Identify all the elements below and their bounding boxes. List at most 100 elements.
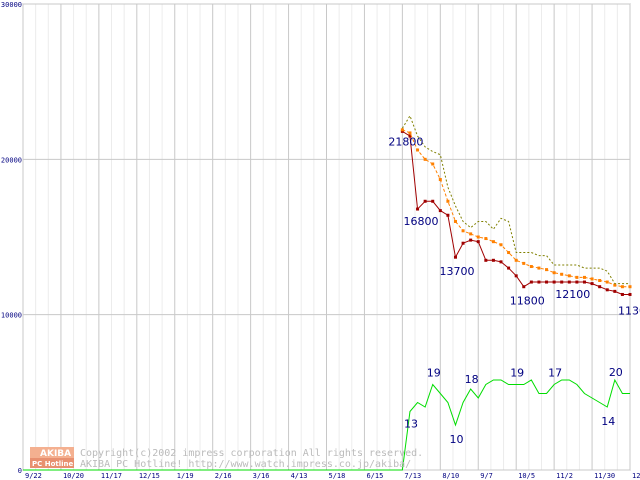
x-tick-label: 12/7 [632,472,640,480]
series-point-1 [514,258,518,262]
series-point-1 [491,240,495,244]
copyright-watermark: AKIBA PC Hotline! Copyright(c)2002 impre… [30,447,423,470]
data-label: 17 [548,367,562,380]
x-tick-label: 4/13 [291,472,308,480]
series-point-0 [537,280,541,284]
site-url-line: AKIBA PC Hotline! http://www.watch.impre… [80,459,411,470]
series-point-0 [431,199,435,203]
data-label: 14 [601,415,615,428]
data-label: 21800 [388,135,423,148]
akiba-logo-subtext: PC Hotline! [32,460,76,468]
series-point-1 [484,237,488,241]
series-point-0 [598,285,602,289]
series-point-0 [469,238,473,242]
series-point-0 [453,255,457,259]
series-point-0 [416,207,420,211]
y-tick-label: 10000 [1,312,22,320]
series-point-1 [605,280,609,284]
series-point-0 [484,258,488,262]
series-point-1 [400,128,404,132]
x-tick-label: 9/22 [25,472,42,480]
data-label: 13 [404,418,418,431]
series-line-2 [401,114,630,285]
x-tick-label: 2/16 [215,472,232,480]
data-label: 13700 [439,265,474,278]
akiba-logo-bottom [30,458,74,468]
series-point-0 [605,288,609,292]
chart-data-labels: 21800 16800 13700 11800 12100 11300 13 19 10 18 19… [388,135,640,446]
x-tick-label: 6/15 [366,472,383,480]
x-tick-label: 10/5 [518,472,535,480]
series-point-0 [514,274,518,278]
series-point-1 [613,283,617,287]
series-point-1 [545,268,549,272]
series-point-1 [590,277,594,281]
series-point-1 [560,272,564,276]
series-point-1 [522,261,526,265]
x-tick-label: 8/10 [442,472,459,480]
series-point-1 [453,219,457,223]
chart-series [23,114,632,471]
data-label: 12100 [555,288,590,301]
data-label: 19 [510,367,524,380]
series-point-1 [408,131,412,135]
series-point-0 [446,213,450,217]
data-label: 19 [427,367,441,380]
series-point-1 [620,285,624,289]
x-tick-label: 11/30 [594,472,615,480]
y-tick-label: 30000 [1,1,22,9]
series-point-0 [423,199,427,203]
x-tick-label: 11/17 [101,472,122,480]
series-point-0 [461,241,465,245]
y-tick-label: 20000 [1,156,22,164]
series-point-1 [446,199,450,203]
series-point-1 [628,285,632,289]
series-point-1 [423,157,427,161]
series-point-1 [438,178,442,182]
copyright-line: Copyright(c)2002 impress corporation All… [80,448,423,459]
series-point-1 [598,278,602,282]
series-point-0 [560,280,564,284]
x-tick-label: 12/15 [139,472,160,480]
chart-grid [22,3,631,471]
series-point-1 [476,235,480,239]
x-tick-label: 7/13 [404,472,421,480]
data-label: 11800 [510,295,545,308]
series-point-0 [438,209,442,213]
x-tick-label: 9/7 [480,472,493,480]
x-tick-label: 5/18 [329,472,346,480]
series-point-0 [613,289,617,293]
data-label: 16800 [404,215,439,228]
series-point-0 [590,282,594,286]
x-tick-label: 10/20 [63,472,84,480]
series-point-0 [522,285,526,289]
series-point-0 [408,134,412,138]
series-point-1 [582,275,586,279]
series-line-3 [23,378,630,471]
x-tick-label: 1/19 [177,472,194,480]
series-point-1 [416,148,420,152]
series-point-1 [567,274,571,278]
series-point-1 [552,271,556,275]
series-point-0 [400,129,404,133]
x-tick-label: 3/16 [253,472,270,480]
series-point-1 [431,162,435,166]
data-label: 20 [609,366,623,379]
series-point-0 [620,292,624,296]
series-point-0 [491,258,495,262]
series-point-0 [529,280,533,284]
series-point-0 [499,260,503,264]
data-label: 18 [465,373,479,386]
akiba-logo-top [30,447,74,458]
series-point-0 [552,280,556,284]
series-point-0 [507,266,511,270]
series-point-0 [628,292,632,296]
series-point-1 [469,232,473,236]
series-point-0 [582,280,586,284]
series-point-1 [499,243,503,247]
series-point-1 [507,251,511,255]
akiba-logo-text: AKIBA [40,449,71,459]
y-tick-label: 0 [18,467,22,475]
